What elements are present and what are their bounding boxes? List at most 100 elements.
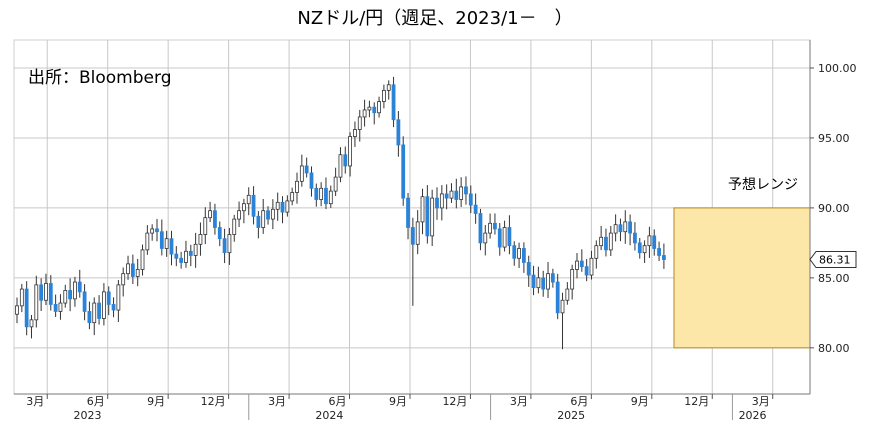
year-label: 2025: [557, 409, 585, 422]
x-axis-years: 2023 2024 2025 2026: [74, 394, 767, 422]
x-tick-label: 9月: [389, 395, 407, 408]
last-value-marker: 86.31: [809, 251, 857, 269]
candle-down: [343, 154, 348, 167]
candle-up: [193, 243, 198, 256]
candle-up: [517, 248, 521, 259]
y-tick-label: 90.00: [818, 202, 850, 215]
candle-down: [280, 201, 285, 213]
candle-up: [116, 284, 121, 311]
candle-down: [53, 304, 58, 312]
candle-up: [227, 234, 232, 254]
candlestick-series: [15, 76, 666, 350]
candle-up: [135, 269, 140, 277]
candle-down: [584, 266, 589, 276]
candle-up: [261, 210, 266, 228]
x-tick-label: 12月: [201, 395, 226, 408]
candle-down: [179, 257, 184, 263]
candle-down: [324, 187, 328, 205]
candle-up: [34, 284, 39, 321]
year-label: 2023: [74, 409, 102, 422]
candle-down: [396, 119, 401, 146]
candle-up: [246, 194, 251, 205]
y-tick-label: 85.00: [818, 272, 850, 285]
x-axis: 3月 6月 9月 12月 3月 6月 9月 12月 3月 6月 9月 12月 3月: [14, 393, 810, 408]
candle-up: [338, 154, 343, 178]
x-tick-label: 9月: [147, 395, 165, 408]
candle-up: [15, 305, 19, 315]
x-tick-label: 3月: [510, 395, 528, 408]
candle-down: [579, 260, 584, 268]
last-value-flag: [809, 251, 857, 269]
forecast-range-box: [673, 207, 811, 349]
forecast-range: [673, 207, 811, 349]
candle-up: [599, 236, 604, 247]
candle-up: [570, 269, 575, 290]
candle-up: [198, 234, 203, 245]
y-tick-label: 80.00: [818, 342, 850, 355]
candle-down: [555, 281, 560, 314]
candle-up: [126, 263, 130, 275]
candle-down: [493, 222, 497, 230]
candle-up: [623, 221, 628, 233]
candle-down: [633, 232, 637, 244]
candle-down: [410, 227, 415, 245]
candle-up: [536, 277, 541, 289]
candle-up: [121, 273, 126, 286]
candle-down: [39, 284, 44, 301]
candle-up: [386, 84, 391, 91]
candle-down: [174, 253, 179, 259]
candle-down: [444, 193, 449, 199]
candle-up: [362, 109, 367, 118]
candle-up: [420, 196, 425, 223]
candle-up: [565, 288, 570, 301]
candle-up: [19, 288, 24, 307]
candle-up: [63, 290, 68, 304]
candle-up: [242, 203, 246, 212]
candle-down: [652, 235, 657, 249]
candle-down: [266, 210, 270, 220]
candle-up: [488, 222, 493, 234]
candle-down: [468, 193, 473, 206]
candle-down: [497, 228, 502, 248]
candle-down: [155, 228, 159, 233]
candle-up: [353, 129, 357, 137]
candle-up: [29, 319, 34, 328]
x-tick-label: 3月: [26, 395, 44, 408]
candle-up: [145, 232, 150, 251]
candle-up: [546, 273, 550, 290]
candle-up: [290, 192, 295, 202]
candle-up: [415, 221, 420, 245]
candle-down: [507, 227, 512, 247]
year-label: 2024: [315, 409, 343, 422]
candle-up: [502, 227, 507, 248]
candle-up: [367, 106, 372, 111]
x-tick-label: 6月: [329, 395, 347, 408]
candle-down: [106, 291, 111, 305]
candle-down: [628, 221, 633, 234]
candle-down: [48, 283, 53, 305]
candle-down: [512, 245, 517, 259]
candle-down: [77, 281, 82, 293]
candle-up: [333, 176, 338, 192]
candle-up: [44, 283, 48, 301]
candle-down: [541, 277, 546, 290]
candle-up: [184, 250, 188, 263]
candle-up: [208, 210, 213, 219]
x-tick-label: 6月: [87, 395, 105, 408]
candle-down: [97, 302, 101, 319]
candle-up: [73, 281, 77, 300]
candle-down: [24, 288, 29, 328]
candle-up: [382, 89, 386, 102]
candle-up: [348, 136, 353, 167]
candle-up: [642, 245, 647, 254]
candle-down: [314, 187, 319, 200]
candle-down: [372, 106, 377, 114]
candle-down: [618, 224, 623, 233]
candle-down: [550, 273, 555, 283]
candle-down: [657, 248, 661, 256]
candle-down: [213, 210, 217, 228]
candle-down: [425, 196, 430, 237]
candle-up: [164, 238, 169, 249]
candle-down: [217, 227, 222, 240]
candle-down: [406, 197, 410, 228]
